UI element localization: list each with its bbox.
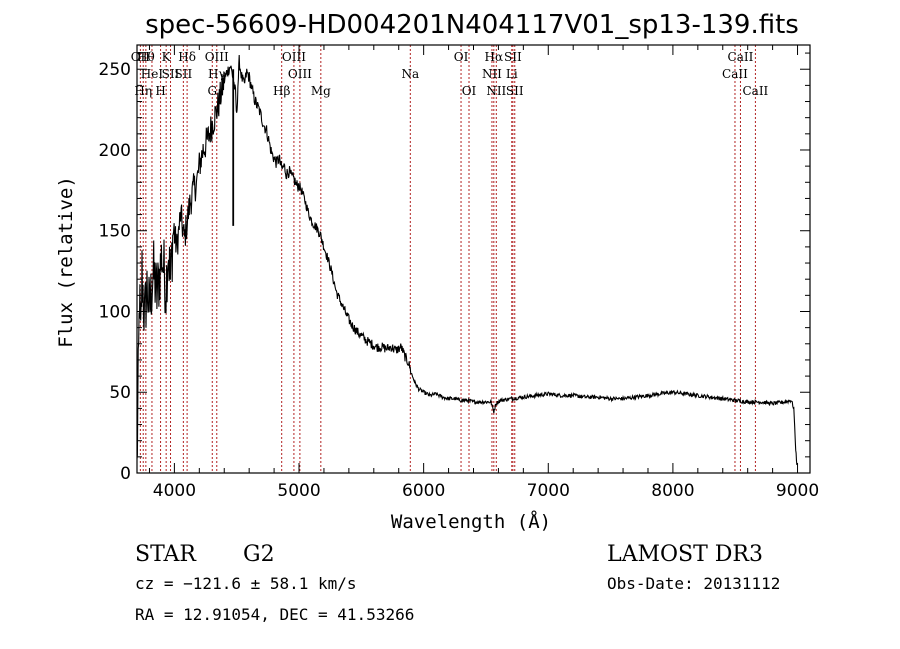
y-tick-label: 250: [99, 60, 131, 80]
x-tick-label: 6000: [402, 481, 445, 501]
spectral-line-label: NII: [486, 84, 506, 98]
object-subclass: G2: [243, 542, 275, 567]
spectral-line-label: OIII: [282, 50, 306, 64]
spectral-line-label: Hθ: [137, 50, 155, 64]
x-tick-label: 8000: [651, 481, 694, 501]
object-class: STAR: [135, 542, 197, 567]
spectral-line-label: Na: [401, 67, 419, 81]
spectral-line-label: Mg: [311, 84, 331, 98]
chart-title: spec-56609-HD004201N404117V01_sp13-139.f…: [145, 10, 799, 40]
y-tick-label: 0: [120, 464, 131, 484]
spectral-line-label: Hη: [134, 84, 152, 98]
x-tick-label: 5000: [277, 481, 320, 501]
spectral-line-label: K: [162, 50, 172, 64]
plot-frame: [136, 44, 811, 474]
y-tick-label: 50: [109, 383, 131, 403]
spectral-line-label: SII: [162, 67, 180, 81]
x-tick-label: 9000: [776, 481, 819, 501]
spectral-line-label: SII: [506, 84, 524, 98]
spectral-line-label: CaII: [742, 84, 768, 98]
spectral-line-label: Li: [506, 67, 518, 81]
x-axis-ticks: 4000 5000 6000 7000 8000 9000: [148, 45, 819, 501]
ra-dec: RA = 12.91054, DEC = 41.53266: [135, 605, 414, 624]
spectral-line-label: OI: [462, 84, 477, 98]
y-tick-label: 200: [99, 141, 131, 161]
y-tick-label: 150: [99, 222, 131, 242]
spectral-line-label: NII: [482, 67, 502, 81]
survey-name: LAMOST DR3: [607, 542, 763, 567]
observation-date: Obs-Date: 20131112: [607, 574, 780, 593]
spectral-line-label: Hβ: [273, 84, 290, 98]
y-axis-label: Flux (relative): [55, 176, 77, 348]
spectral-line-label: Hγ: [208, 67, 226, 81]
spectral-line-label: OI: [454, 50, 469, 64]
spectral-line-label: H: [155, 84, 165, 98]
x-tick-label: 4000: [153, 481, 196, 501]
spectral-line-label: SII: [175, 67, 193, 81]
spectral-line-labels: OIIHηHθHeIHKSIISIIHδGOIIIHγHβOIIIOIIIMgN…: [131, 50, 769, 98]
spectral-line-label: OIII: [205, 50, 229, 64]
spectral-line-label: OII: [131, 50, 151, 64]
spectral-line-label: SII: [504, 50, 522, 64]
y-axis-ticks: 0 50 100 150 200 250: [99, 52, 810, 484]
x-tick-label: 7000: [527, 481, 570, 501]
spectrum-line: [136, 54, 798, 465]
x-axis-label: Wavelength (Å): [391, 510, 551, 533]
spectral-line-label: Hδ: [178, 50, 196, 64]
spectral-line-label: G: [207, 84, 217, 98]
spectral-line-label: Hα: [485, 50, 504, 64]
spectral-line-label: HeI: [141, 67, 164, 81]
spectral-line-label: OIII: [288, 67, 312, 81]
spectral-line-label: CaII: [722, 67, 748, 81]
spectral-line-label: CaII: [728, 50, 754, 64]
redshift-cz: cz = −121.6 ± 58.1 km/s: [135, 574, 357, 593]
y-tick-label: 100: [99, 302, 131, 322]
